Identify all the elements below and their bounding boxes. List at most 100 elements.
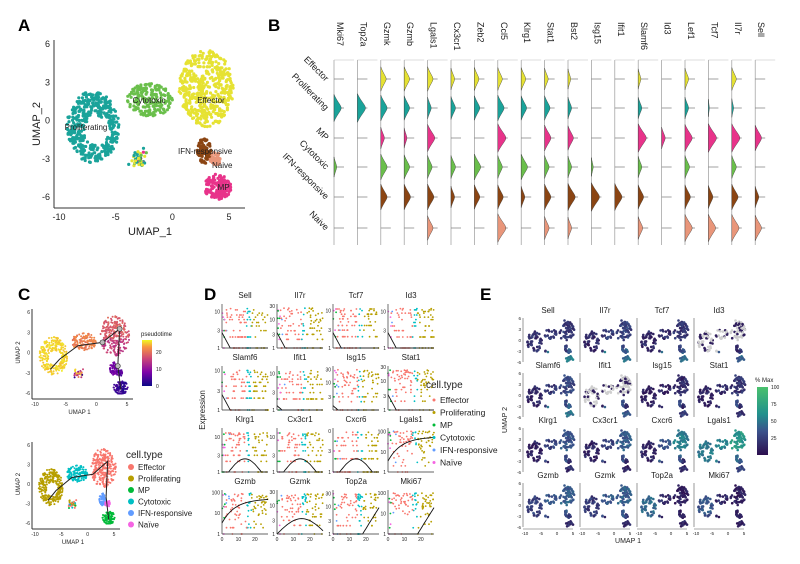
expression-point [343,316,345,318]
celltype-point [99,471,101,473]
expression-point [355,388,357,390]
expression-point [402,336,404,338]
expression-point [338,437,340,439]
pseudotime-point [60,361,62,363]
expression-point [417,312,419,314]
expression-point [285,387,287,389]
expression-point [373,329,375,331]
expression-point [424,330,426,332]
d-y-tick: 3 [383,394,386,400]
expression-point [263,504,265,506]
expression-point [223,330,225,332]
pseudotime-point [74,369,76,371]
expression-point [407,438,409,440]
umap-point [81,96,84,99]
pseudotime-point [109,344,111,346]
expression-point [278,398,280,400]
expression-point [361,434,363,436]
expression-point [283,307,285,309]
expression-point [407,450,409,452]
expression-point [222,316,224,318]
expression-point [288,392,290,394]
pseudotime-point [114,340,116,342]
expression-point [335,311,337,313]
violin [451,97,456,120]
celltype-point [81,468,83,470]
umap-point [134,159,137,162]
umap-point [94,97,97,100]
umap-point [205,90,208,93]
pseudotime-point [122,350,124,352]
panel-d-expression: Sell1310Il7r131030Tcf71310Id31310Slamf61… [198,291,498,543]
expression-point [371,458,373,460]
celltype-point [109,518,111,520]
pseudotime-point [110,351,112,353]
pseudotime-point [124,388,126,390]
expression-point [240,397,242,399]
d-y-tick: 1 [272,470,275,476]
expression-point [334,386,336,388]
expression-point [357,437,359,439]
pseudotime-point [57,343,59,345]
umap-point [138,110,141,113]
c-x-tick: -5 [59,532,64,538]
expression-point [421,309,423,311]
panel-label-a: A [18,16,30,35]
gene-label: Slamf6 [639,22,649,50]
umap-point [127,163,130,166]
expression-point [404,312,406,314]
pseudotime-point [48,352,50,354]
expression-point [405,392,407,394]
pseudotime-point [46,360,48,362]
umap-point [72,106,75,109]
expression-point [227,397,229,399]
expression-point [411,325,413,327]
celltype-point [112,470,114,472]
expression-point [406,431,408,433]
expression-point [248,523,250,525]
expression-point [371,440,373,442]
expression-point [316,454,318,456]
expression-point [341,386,343,388]
expression-point [299,444,301,446]
pseudotime-point [117,381,119,383]
celltype-point [78,478,80,480]
expression-point [350,310,352,312]
expression-point [425,431,427,433]
expression-point [421,459,423,461]
violin [498,124,506,153]
violin [568,183,575,210]
umap-point [217,62,220,65]
umap-point [167,92,170,95]
umap-point [97,153,100,156]
celltype-point [75,473,77,475]
umap-point [83,136,86,139]
expression-point [253,390,255,392]
pseudotime-point [128,330,130,332]
pseudotime-point [90,334,92,336]
expression-point [416,308,418,310]
celltype-point [105,458,107,460]
umap-point [94,159,97,162]
expression-point [246,432,248,434]
celltype-point [55,494,57,496]
expression-point [398,379,400,381]
expression-point [356,369,358,371]
expression-point [428,309,430,311]
umap-point [108,122,111,125]
expression-point [255,447,257,449]
expression-point [417,433,419,435]
pseudotime-point [125,338,127,340]
celltype-point [44,472,46,474]
expression-point [321,398,323,400]
umap-point [211,187,214,190]
expression-point [291,439,293,441]
expression-point [318,439,320,441]
umap-point [216,112,219,115]
celltype-point [98,499,100,501]
gene-title: Tcf7 [349,291,364,300]
umap-point [76,137,79,140]
expression-point [344,313,346,315]
expression-point [333,450,335,452]
